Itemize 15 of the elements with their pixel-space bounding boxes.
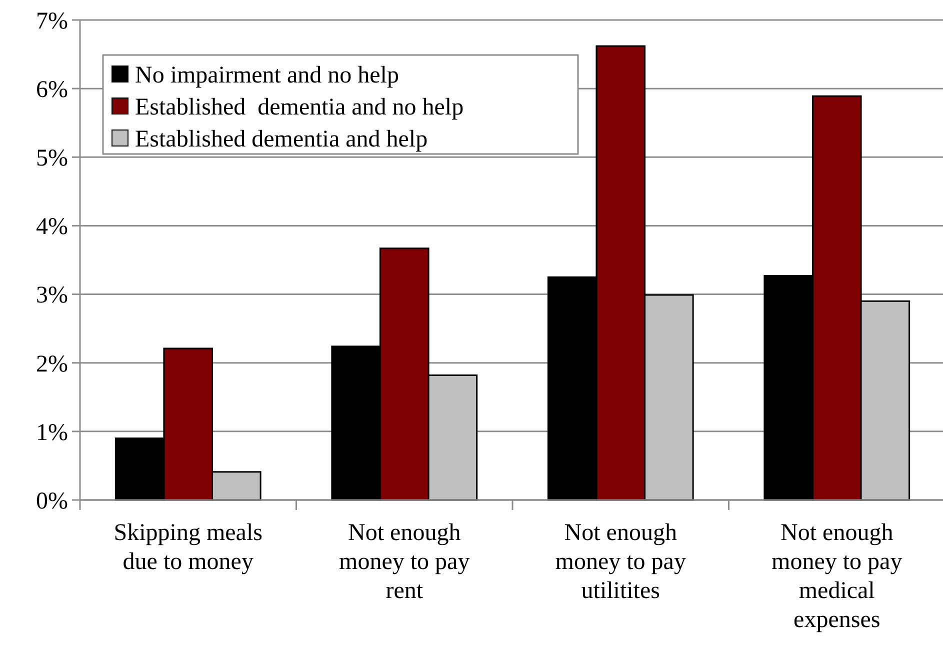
legend-label: Established dementia and no help — [135, 94, 464, 120]
y-tick-label: 1% — [36, 420, 68, 446]
x-tick-label: Not enough money to pay medical expenses — [772, 520, 902, 633]
y-tick-label: 5% — [36, 146, 68, 172]
y-tick-label: 3% — [36, 282, 68, 309]
legend-label: No impairment and no help — [135, 62, 399, 88]
y-tick-label: 7% — [36, 8, 68, 34]
x-tick-label: Not enough money to pay utilitites — [555, 520, 686, 604]
y-tick-label: 4% — [36, 214, 68, 240]
legend-label: Established dementia and help — [135, 126, 428, 152]
y-tick-label: 6% — [36, 76, 68, 103]
y-tick-label: 0% — [36, 488, 68, 514]
x-tick-label: Skipping meals due to money — [114, 520, 262, 575]
x-tick-label: Not enough money to pay rent — [339, 520, 470, 604]
y-tick-label: 2% — [36, 351, 68, 378]
